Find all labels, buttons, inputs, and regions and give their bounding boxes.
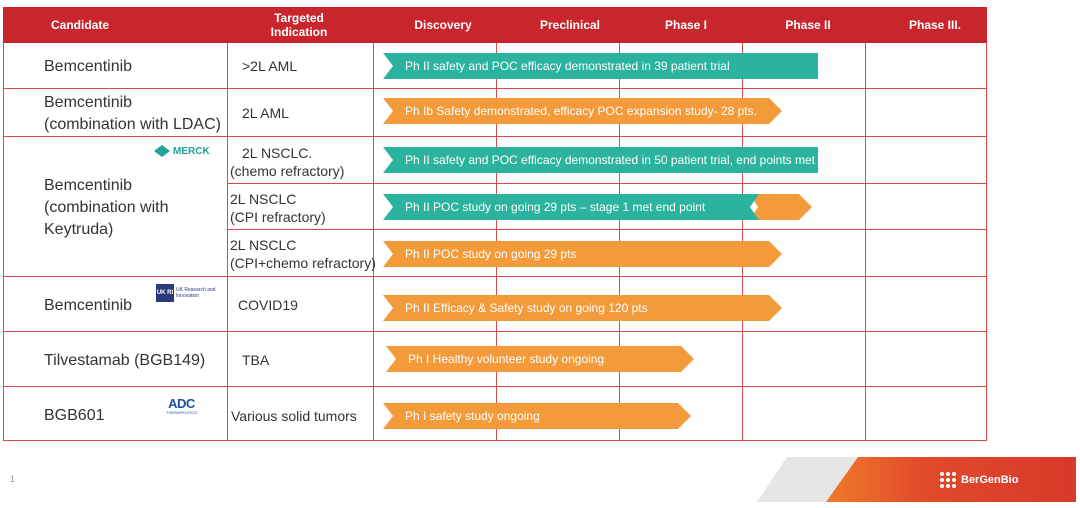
bar-label: Ph II safety and POC efficacy demonstrat… [405, 153, 816, 167]
merck-mark-icon [154, 145, 170, 157]
indication: TBA [242, 352, 270, 368]
progress-bar: Ph II safety and POC efficacy demonstrat… [383, 147, 818, 173]
header-indication: Targeted Indication [270, 11, 328, 39]
grid-divider [227, 43, 228, 440]
header-preclinical: Preclinical [539, 18, 601, 32]
candidate-name: Tilvestamab (BGB149) [44, 352, 206, 369]
table-header: Candidate Targeted Indication Discovery … [3, 7, 987, 43]
grid-divider [4, 276, 986, 277]
candidate-name: Bemcentinib (combination with LDAC) [44, 94, 221, 133]
progress-bar: Ph II safety and POC efficacy demonstrat… [383, 53, 818, 79]
indication: 2L NSCLC (CPI refractory) [230, 191, 326, 225]
header-candidate: Candidate [51, 18, 110, 32]
progress-bar: Ph II POC study on going 29 pts [383, 241, 782, 267]
indication: COVID19 [238, 297, 298, 313]
header-phase1: Phase I [664, 18, 708, 32]
header-discovery: Discovery [414, 18, 472, 32]
grid-divider [865, 43, 866, 440]
bergenbio-dots-icon [940, 472, 956, 488]
progress-bar: Ph I safety study ongoing [383, 403, 691, 429]
bar-label: Ph I Healthy volunteer study ongoing [408, 352, 605, 366]
ukri-logo-text: UK Research and Innovation [176, 287, 216, 299]
header-phase3: Phase III. [908, 18, 962, 32]
bar-label: Ph II POC study on going 29 pts [405, 247, 577, 261]
bergenbio-logo: BerGenBio [940, 472, 1018, 488]
bar-label: Ph II Efficacy & Safety study on going 1… [405, 301, 648, 315]
bar-label: Ph II safety and POC efficacy demonstrat… [405, 59, 730, 73]
adc-logo: ADC THERAPEUTICS [166, 397, 197, 415]
progress-bar: Ph Ib Safety demonstrated, efficacy POC … [383, 98, 782, 124]
progress-bar: Ph II Efficacy & Safety study on going 1… [383, 295, 782, 321]
grid-divider [4, 136, 986, 137]
merck-logo-text: MERCK [173, 145, 210, 157]
bar-label: Ph Ib Safety demonstrated, efficacy POC … [405, 104, 757, 118]
ukri-logo: UK RI UK Research and Innovation [156, 284, 218, 302]
progress-bar-extension [750, 194, 812, 220]
candidate-name: Bemcentinib (combination with Keytruda) [44, 177, 169, 238]
bar-label: Ph II POC study on going 29 pts – stage … [405, 200, 706, 214]
footer-brand-band [826, 457, 1076, 502]
candidate-name: Bemcentinib [44, 297, 133, 314]
candidate-name: Bemcentinib [44, 58, 133, 75]
candidate-name: BGB601 [44, 407, 105, 424]
brand-name: BerGenBio [961, 474, 1019, 486]
grid-divider [4, 88, 986, 89]
adc-logo-subtext: THERAPEUTICS [166, 410, 197, 415]
grid-divider [227, 183, 986, 184]
progress-bar: Ph II POC study on going 29 pts – stage … [383, 194, 759, 220]
progress-bar: Ph I Healthy volunteer study ongoing [386, 346, 694, 372]
indication: Various solid tumors [231, 408, 357, 424]
grid-divider [227, 229, 986, 230]
indication: 2L NSCLC (CPI+chemo refractory) [230, 237, 376, 271]
grid-divider [4, 331, 986, 332]
indication: 2L AML [242, 105, 289, 121]
indication: >2L AML [242, 58, 298, 74]
bar-label: Ph I safety study ongoing [405, 409, 540, 423]
grid-divider [4, 386, 986, 387]
header-phase2: Phase II [785, 18, 831, 32]
merck-logo: MERCK [154, 145, 210, 157]
page-number: 1 [10, 474, 16, 484]
ukri-logo-mark: UK RI [156, 284, 174, 302]
grid-divider [373, 43, 374, 440]
indication: 2L NSCLC. (chemo refractory) [230, 145, 345, 179]
adc-logo-text: ADC [168, 396, 195, 411]
